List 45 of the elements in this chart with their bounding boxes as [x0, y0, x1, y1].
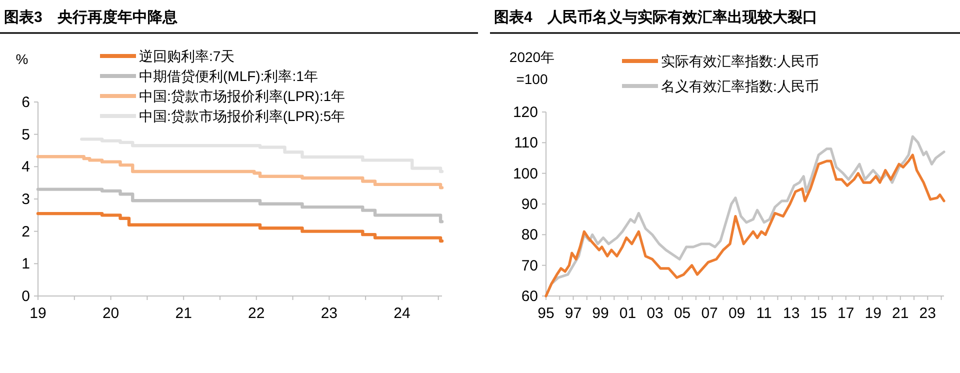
y-tick-label: 0	[22, 288, 30, 305]
y-tick-label: 70	[521, 257, 538, 274]
legend-label: 中期借贷便利(MLF):利率:1年	[139, 68, 318, 84]
x-tick-label: 09	[728, 305, 746, 322]
chart-title: 图表4 人民币名义与实际有效汇率出现较大裂口	[494, 8, 818, 26]
legend-label: 中国:贷款市场报价利率(LPR):5年	[139, 108, 346, 124]
x-tick-label: 20	[102, 305, 120, 322]
legend-label: 中国:贷款市场报价利率(LPR):1年	[139, 88, 346, 104]
y-axis-title: 2020年 =100	[509, 49, 555, 87]
y-tick-label: 3	[22, 191, 30, 208]
x-tick-label: 95	[538, 305, 554, 322]
y-tick-label: 110	[514, 134, 538, 152]
y-tick-label: 6	[22, 94, 30, 111]
y-tick-label: 80	[521, 226, 538, 244]
x-tick-label: 13	[783, 305, 800, 322]
y-tick-label: 90	[521, 196, 538, 213]
legend-label: 名义有效汇率指数:人民币	[661, 78, 819, 94]
x-tick-label: 19	[30, 305, 46, 322]
x-tick-label: 01	[619, 305, 636, 322]
x-tick-label: 21	[892, 305, 909, 322]
x-tick-label: 19	[864, 305, 882, 322]
x-tick-label: 17	[838, 305, 854, 322]
legend-label: 实际有效汇率指数:人民币	[661, 53, 819, 69]
x-tick-label: 05	[674, 305, 691, 322]
x-tick-label: 97	[564, 305, 582, 322]
x-tick-label: 22	[248, 305, 265, 322]
y-tick-label: 5	[22, 126, 30, 144]
y-axis-title: %	[16, 51, 28, 67]
y-tick-label: 4	[22, 158, 30, 176]
x-tick-label: 21	[175, 305, 192, 322]
x-tick-label: 03	[646, 305, 664, 322]
y-tick-label: 120	[512, 104, 538, 121]
y-tick-label: 60	[521, 288, 538, 305]
y-tick-label: 100	[512, 165, 538, 182]
x-tick-label: 07	[701, 305, 718, 322]
x-tick-label: 11	[756, 305, 772, 322]
x-tick-label: 23	[320, 305, 338, 322]
legend-label: 逆回购利率:7天	[139, 48, 235, 64]
x-tick-label: 15	[810, 305, 827, 322]
y-tick-label: 1	[22, 256, 30, 273]
x-tick-label: 24	[394, 305, 410, 322]
chart-title: 图表3 央行再度年中降息	[4, 8, 178, 26]
x-tick-label: 23	[919, 305, 936, 322]
y-tick-label: 2	[22, 223, 30, 240]
x-tick-label: 99	[592, 305, 609, 322]
